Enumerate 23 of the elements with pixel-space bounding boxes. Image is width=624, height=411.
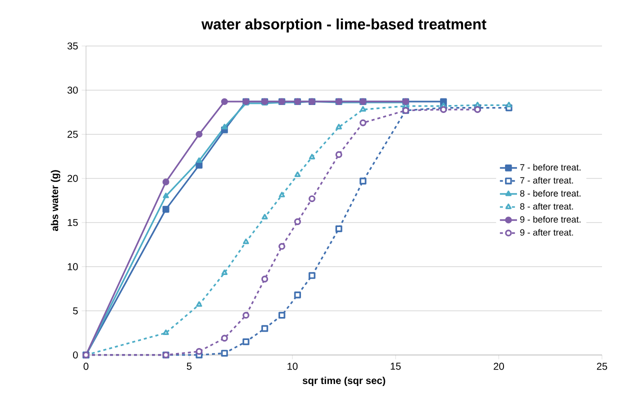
legend-label: 9 - after treat. bbox=[520, 229, 573, 236]
x-tick-label: 10 bbox=[288, 362, 298, 370]
legend-label: 7 - before treat. bbox=[520, 164, 580, 171]
y-tick-label: 25 bbox=[68, 130, 78, 138]
y-tick-label: 20 bbox=[68, 174, 78, 182]
x-tick-label: 15 bbox=[390, 362, 401, 370]
y-tick-label: 35 bbox=[67, 42, 78, 50]
x-tick-label: 5 bbox=[186, 362, 192, 370]
y-axis-title: abs water (g) bbox=[50, 170, 60, 232]
legend-label: 8 - before treat. bbox=[520, 190, 580, 197]
legend-label: 7 - after treat. bbox=[520, 176, 573, 184]
chart-title: water absorption - lime-based treatment bbox=[201, 18, 486, 32]
x-tick-label: 20 bbox=[494, 362, 504, 370]
y-tick-label: 5 bbox=[73, 307, 78, 314]
x-tick-label: 0 bbox=[84, 362, 88, 370]
x-axis-title: sqr time (sqr sec) bbox=[302, 376, 386, 386]
y-tick-label: 15 bbox=[68, 219, 78, 226]
legend-label: 9 - before treat. bbox=[520, 216, 580, 223]
y-tick-label: 10 bbox=[68, 263, 78, 270]
x-tick-label: 25 bbox=[596, 362, 608, 370]
legend-label: 8 - after treat. bbox=[520, 203, 573, 210]
y-tick-label: 0 bbox=[73, 351, 78, 359]
y-tick-label: 30 bbox=[67, 86, 78, 94]
